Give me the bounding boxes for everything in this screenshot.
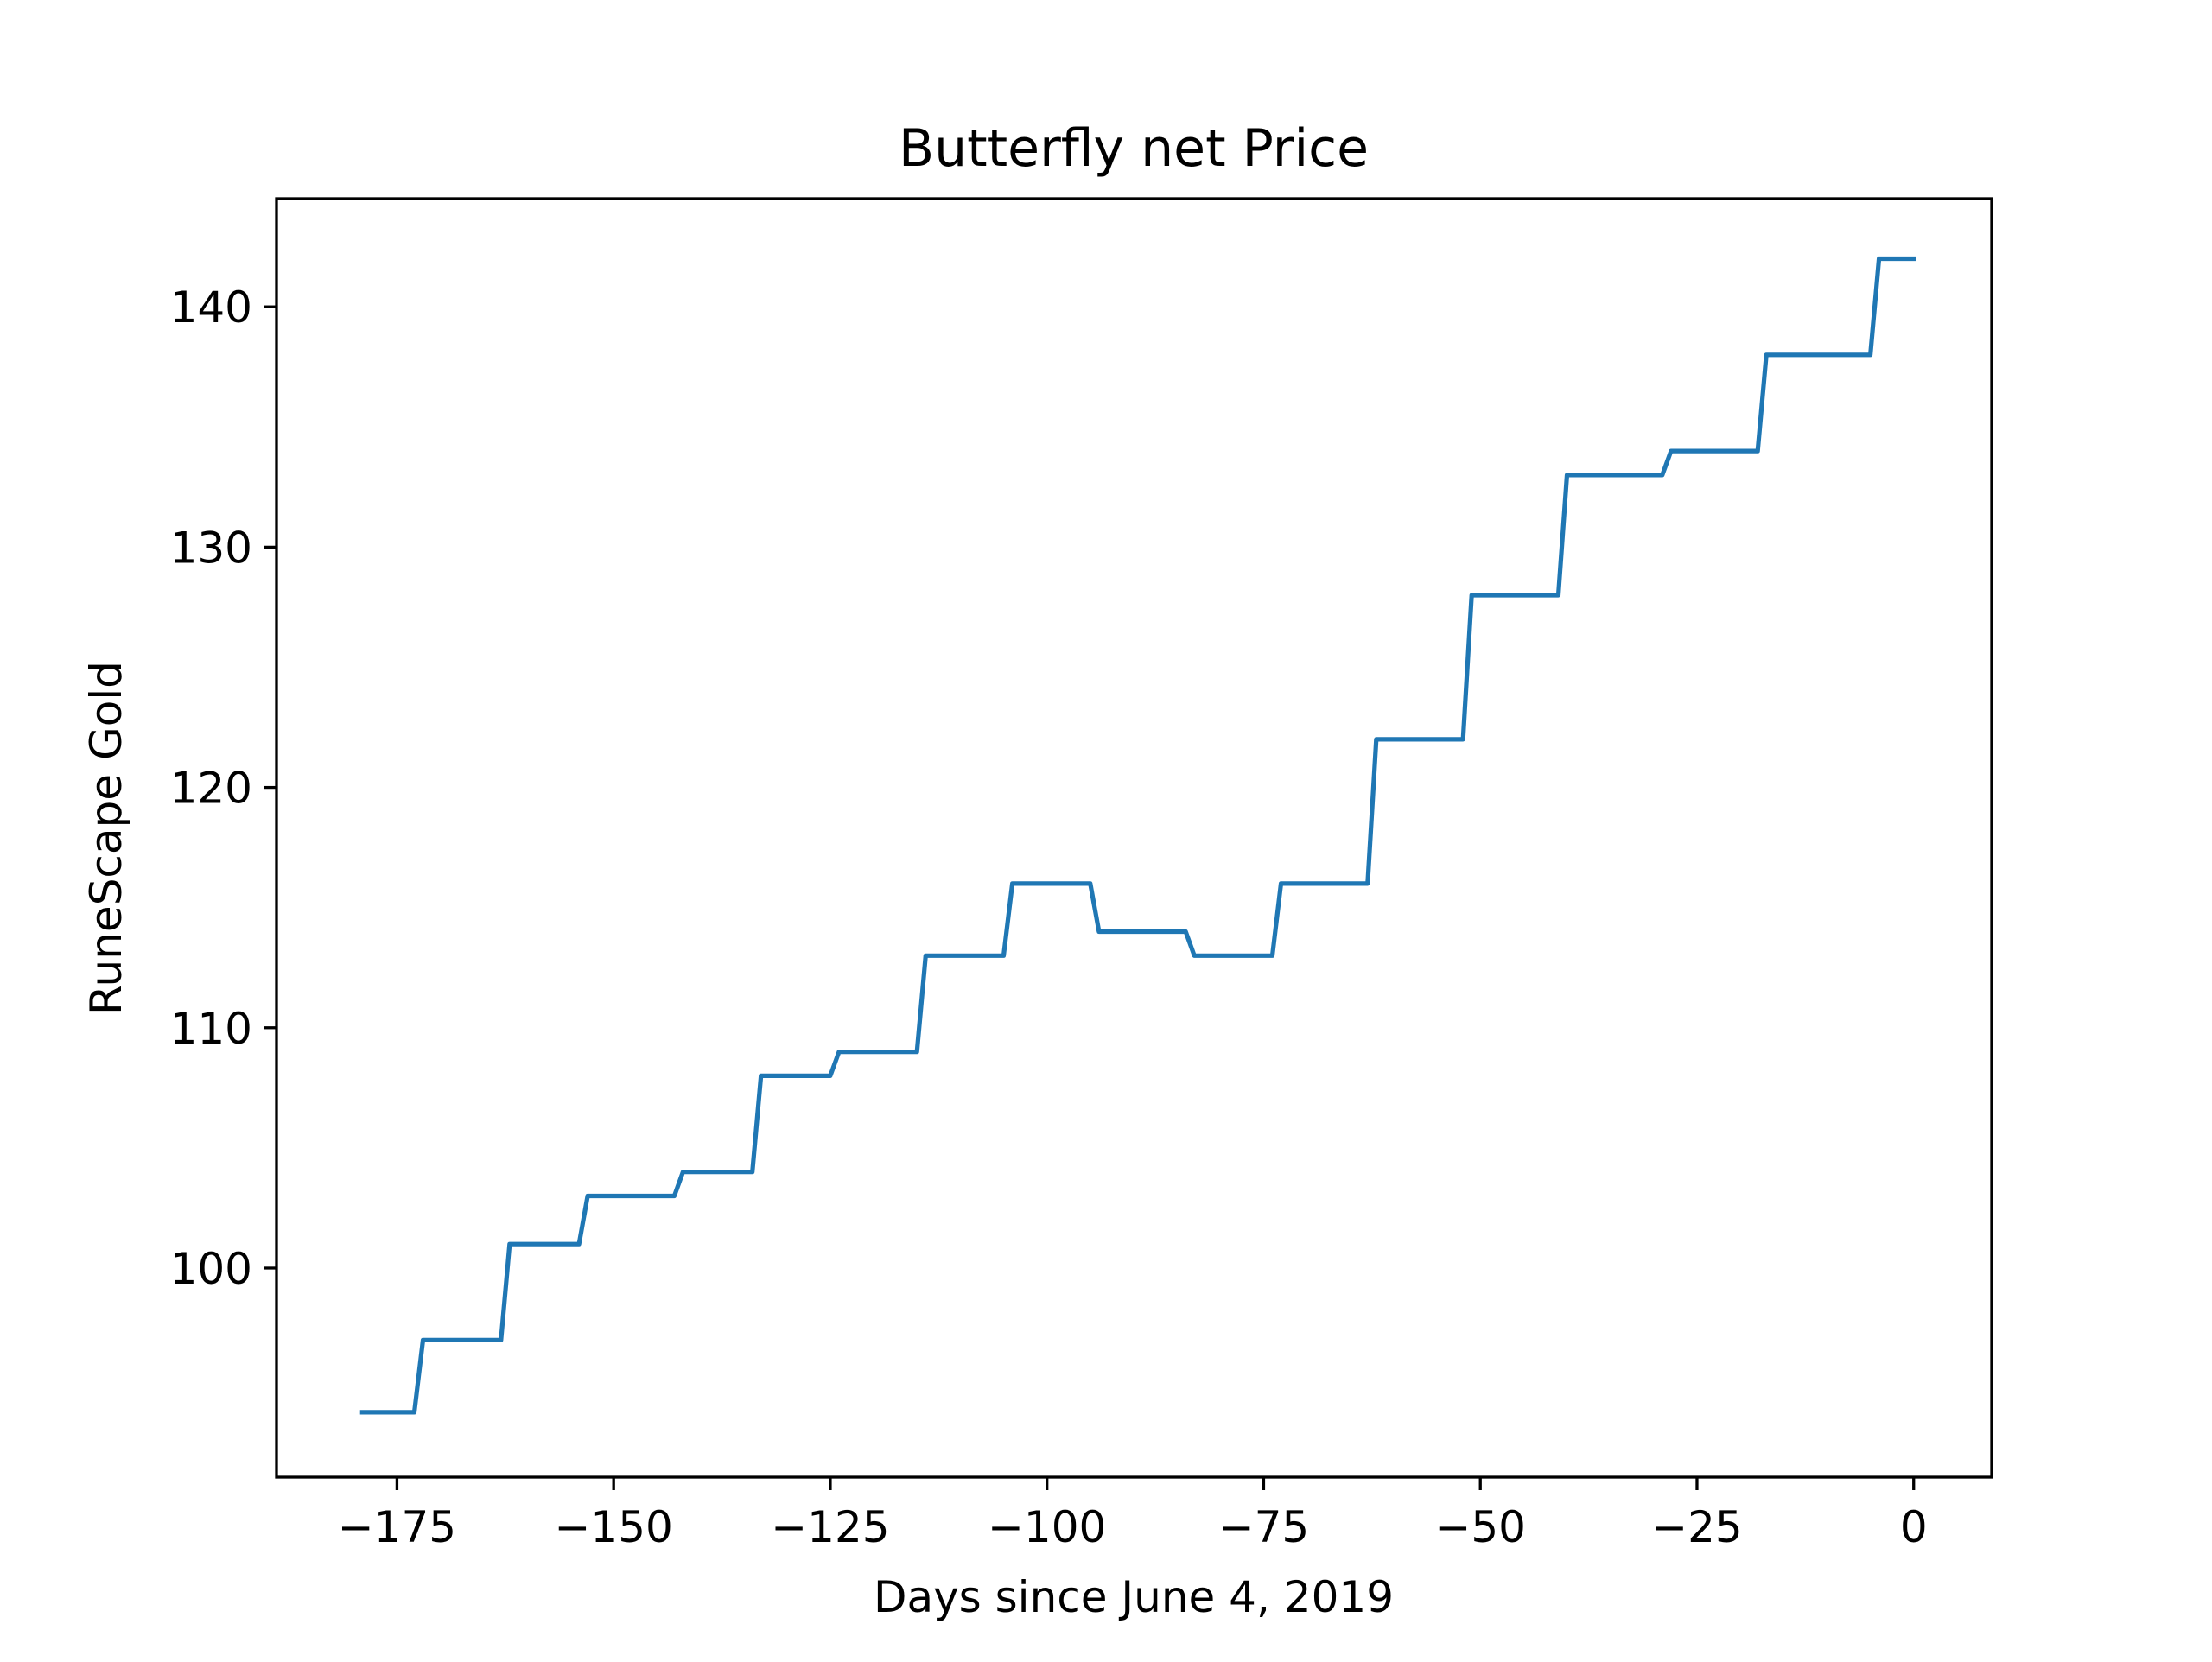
y-tick-label: 120: [170, 764, 252, 814]
x-tick-label: 0: [1900, 1502, 1928, 1552]
x-axis: −175 −150 −125 −100 −75 −50 −25 0: [338, 1477, 1928, 1552]
y-axis: 100 110 120 130 140: [170, 282, 276, 1294]
chart-title: Butterfly net Price: [899, 118, 1369, 179]
x-tick-label: −175: [338, 1502, 456, 1552]
y-tick-label: 110: [170, 1004, 252, 1054]
axes-frame: [275, 197, 1993, 1479]
x-tick-label: −150: [555, 1502, 673, 1552]
x-tick-label: −75: [1218, 1502, 1310, 1552]
x-tick-label: −100: [988, 1502, 1106, 1552]
series-line-0: [359, 256, 1916, 1415]
y-tick-label: 140: [170, 282, 252, 333]
y-axis-label: RuneScape Gold: [81, 661, 131, 1015]
x-tick-label: −25: [1651, 1502, 1743, 1552]
x-tick-label: −50: [1434, 1502, 1526, 1552]
plot-area: [359, 256, 1916, 1415]
x-axis-label: Days since June 4, 2019: [874, 1572, 1394, 1622]
y-tick-label: 100: [170, 1244, 252, 1294]
y-tick-label: 130: [170, 523, 252, 573]
x-tick-label: −125: [771, 1502, 889, 1552]
